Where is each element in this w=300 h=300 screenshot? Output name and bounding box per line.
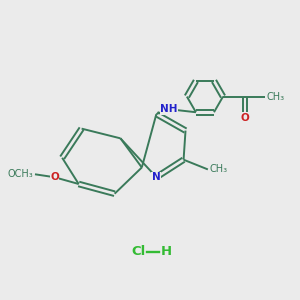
Text: CH₃: CH₃ bbox=[209, 164, 227, 174]
Text: CH₃: CH₃ bbox=[267, 92, 285, 102]
Text: H: H bbox=[160, 245, 171, 259]
Text: O: O bbox=[50, 172, 59, 182]
Text: OCH₃: OCH₃ bbox=[8, 169, 34, 179]
Text: O: O bbox=[241, 112, 249, 123]
Text: Cl: Cl bbox=[131, 245, 146, 259]
Text: N: N bbox=[152, 172, 161, 182]
Text: NH: NH bbox=[160, 104, 178, 114]
